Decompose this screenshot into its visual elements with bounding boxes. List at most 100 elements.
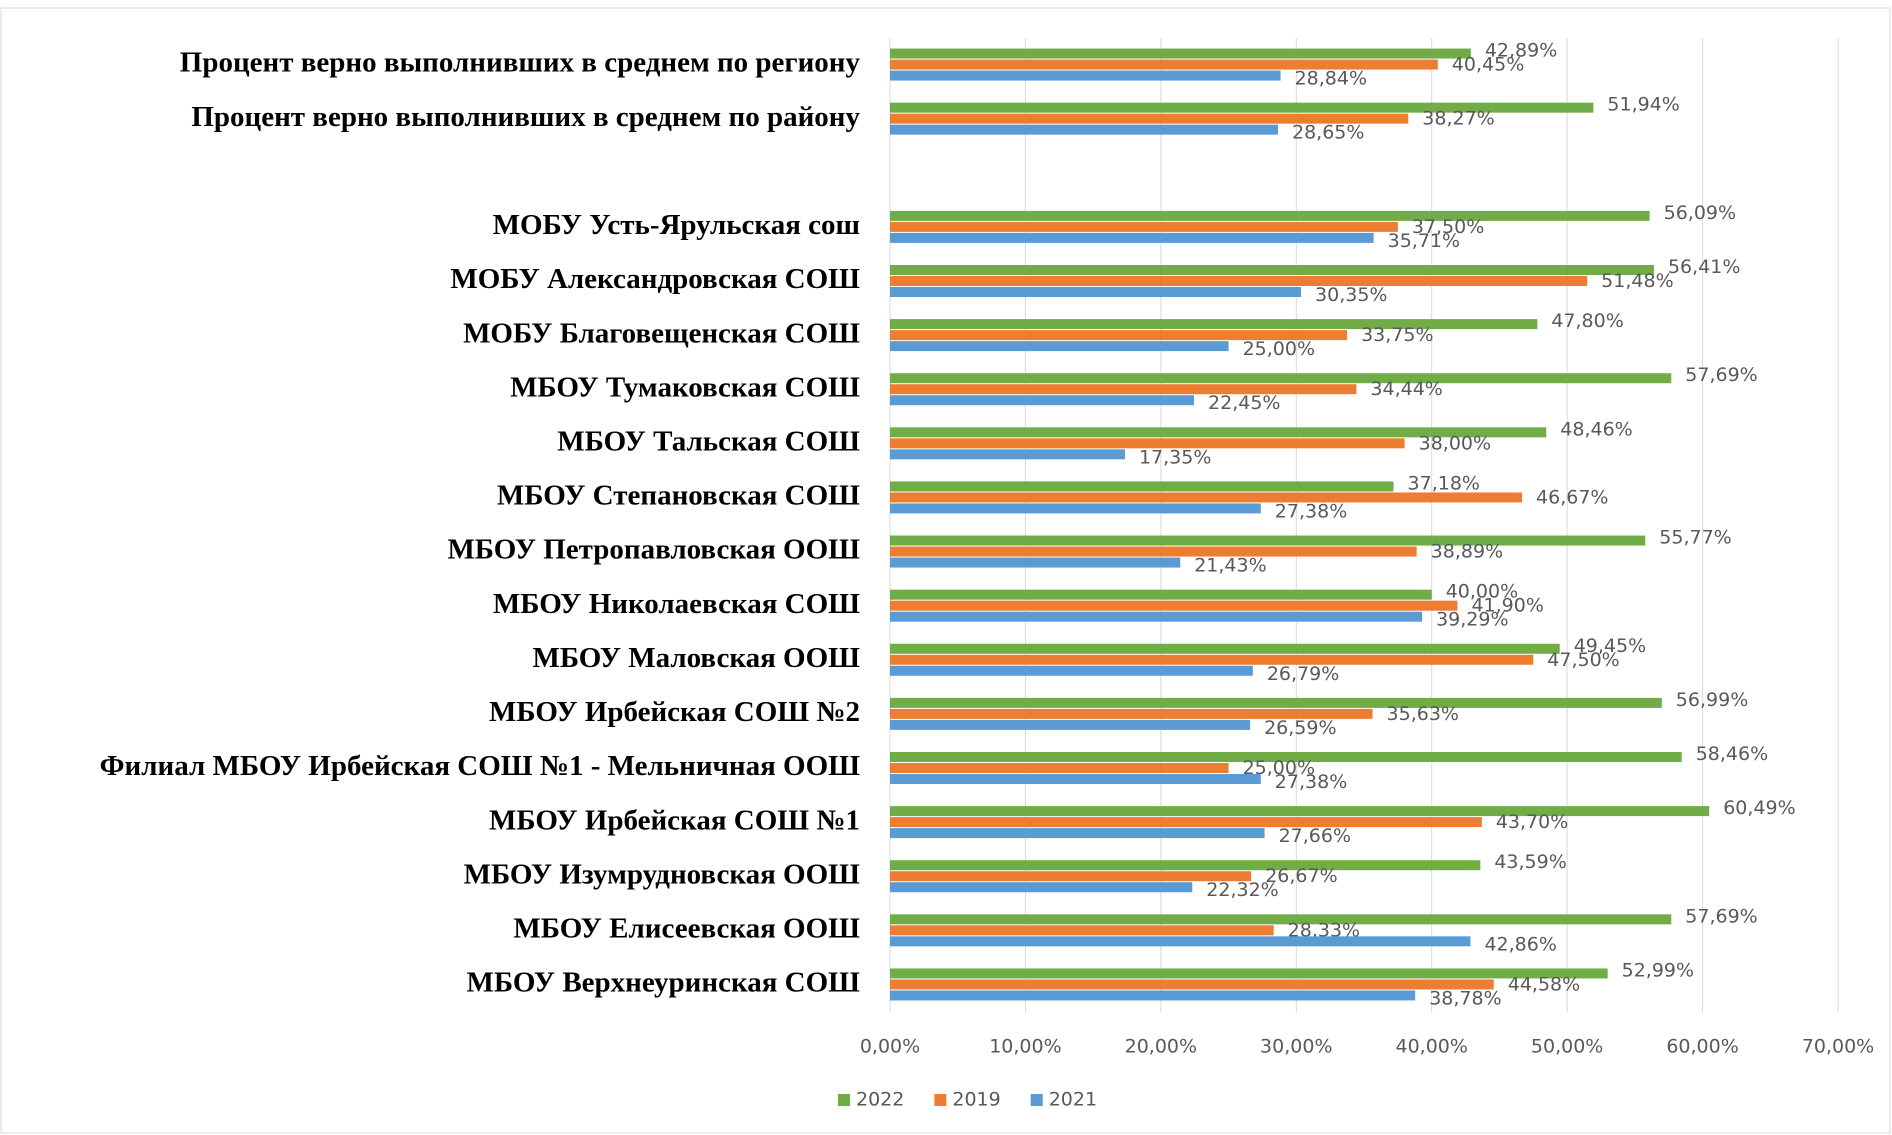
bar: [890, 611, 1423, 622]
value-label: 25,00%: [1243, 757, 1315, 779]
legend-swatch: [1030, 1094, 1043, 1106]
value-label: 55,77%: [1659, 527, 1731, 549]
bar: [890, 871, 1252, 882]
bar: [890, 481, 1394, 492]
category-label: МОБУ Александровская СОШ: [450, 263, 860, 295]
bar: [890, 665, 1253, 676]
bar: [890, 774, 1261, 784]
bar: [890, 925, 1274, 936]
bar: [890, 882, 1193, 893]
bar: [890, 697, 1662, 708]
bar: [890, 221, 1398, 232]
value-label: 38,89%: [1431, 541, 1503, 563]
value-label: 37,18%: [1408, 472, 1480, 494]
value-label: 26,67%: [1265, 865, 1337, 887]
bar: [890, 341, 1229, 352]
value-label: 17,35%: [1139, 446, 1211, 468]
bar: [890, 384, 1357, 395]
category-label: МБОУ Петропавловская ООШ: [447, 534, 860, 566]
bar: [890, 124, 1279, 135]
bar: [890, 752, 1682, 762]
category-label: МБОУ Степановская СОШ: [497, 480, 860, 512]
value-label: 42,89%: [1485, 40, 1557, 62]
bar: [890, 860, 1481, 871]
bar: [890, 48, 1471, 59]
value-label: 34,44%: [1370, 378, 1442, 400]
category-label: МБОУ Верхнеуринская СОШ: [467, 967, 861, 999]
bar: [890, 395, 1195, 406]
value-label: 57,69%: [1685, 905, 1757, 927]
x-tick-label: 10,00%: [989, 1036, 1061, 1058]
bar: [890, 546, 1417, 557]
bar: [890, 643, 1560, 654]
value-label: 35,63%: [1387, 703, 1459, 725]
bar: [890, 936, 1471, 947]
value-label: 37,50%: [1412, 216, 1484, 238]
x-tick-label: 50,00%: [1531, 1036, 1603, 1058]
value-label: 52,99%: [1622, 959, 1694, 981]
legend-label: 2019: [952, 1089, 1000, 1111]
value-label: 56,09%: [1664, 202, 1736, 224]
value-label: 51,48%: [1601, 270, 1673, 292]
value-label: 60,49%: [1723, 797, 1795, 819]
value-label: 49,45%: [1574, 635, 1646, 657]
value-label: 30,35%: [1315, 284, 1387, 306]
category-label: МБОУ Николаевская СОШ: [493, 588, 860, 620]
bar: [890, 817, 1482, 828]
x-tick-label: 0,00%: [860, 1036, 920, 1058]
value-label: 27,66%: [1279, 825, 1351, 847]
value-label: 26,59%: [1264, 717, 1336, 739]
value-label: 41,90%: [1471, 595, 1543, 617]
value-label: 47,80%: [1551, 310, 1623, 332]
category-label: МБОУ Ирбейская СОШ №1: [489, 804, 860, 836]
value-label: 38,27%: [1422, 108, 1494, 130]
bar: [890, 806, 1710, 817]
value-label: 28,65%: [1292, 122, 1364, 144]
x-tick-label: 40,00%: [1395, 1036, 1467, 1058]
value-label: 27,38%: [1275, 771, 1347, 793]
bar: [890, 449, 1125, 460]
value-label: 25,00%: [1243, 338, 1315, 360]
x-tick-label: 20,00%: [1125, 1036, 1197, 1058]
category-label: Процент верно выполнивших в среднем по р…: [180, 47, 861, 79]
bar: [890, 265, 1654, 275]
legend-label: 2022: [856, 1089, 904, 1111]
category-label: МБОУ Изумрудновская ООШ: [464, 858, 861, 890]
value-label: 58,46%: [1696, 743, 1768, 765]
value-label: 39,29%: [1436, 609, 1508, 631]
value-label: 57,69%: [1685, 364, 1757, 386]
bar: [890, 557, 1181, 568]
value-label: 26,79%: [1267, 663, 1339, 685]
category-label: МБОУ Тальская СОШ: [557, 425, 860, 457]
bar: [890, 427, 1547, 438]
bar: [890, 600, 1458, 611]
category-label: МБОУ Маловская ООШ: [532, 642, 860, 674]
value-label: 47,50%: [1547, 649, 1619, 671]
bar: [890, 70, 1281, 81]
bar: [890, 719, 1251, 730]
value-label: 56,99%: [1676, 689, 1748, 711]
bar: [890, 276, 1588, 286]
value-label: 42,86%: [1484, 933, 1556, 955]
value-label: 38,00%: [1419, 432, 1491, 454]
chart-frame: [0, 7, 1891, 1134]
bar: [890, 492, 1523, 503]
value-label: 51,94%: [1607, 94, 1679, 116]
legend-swatch: [934, 1094, 947, 1106]
bar: [890, 102, 1594, 113]
value-label: 27,38%: [1275, 500, 1347, 522]
value-label: 43,59%: [1494, 851, 1566, 873]
value-label: 38,78%: [1429, 987, 1501, 1009]
bar: [890, 373, 1672, 384]
value-label: 35,71%: [1388, 230, 1460, 252]
bar: [890, 287, 1302, 297]
category-label: МБОУ Тумаковская СОШ: [510, 371, 860, 403]
bar: [890, 654, 1534, 665]
bar: [890, 113, 1409, 124]
bar: [890, 763, 1229, 773]
legend-swatch: [838, 1094, 850, 1106]
value-label: 33,75%: [1361, 324, 1433, 346]
bar: [890, 503, 1261, 514]
x-tick-label: 70,00%: [1802, 1036, 1874, 1058]
